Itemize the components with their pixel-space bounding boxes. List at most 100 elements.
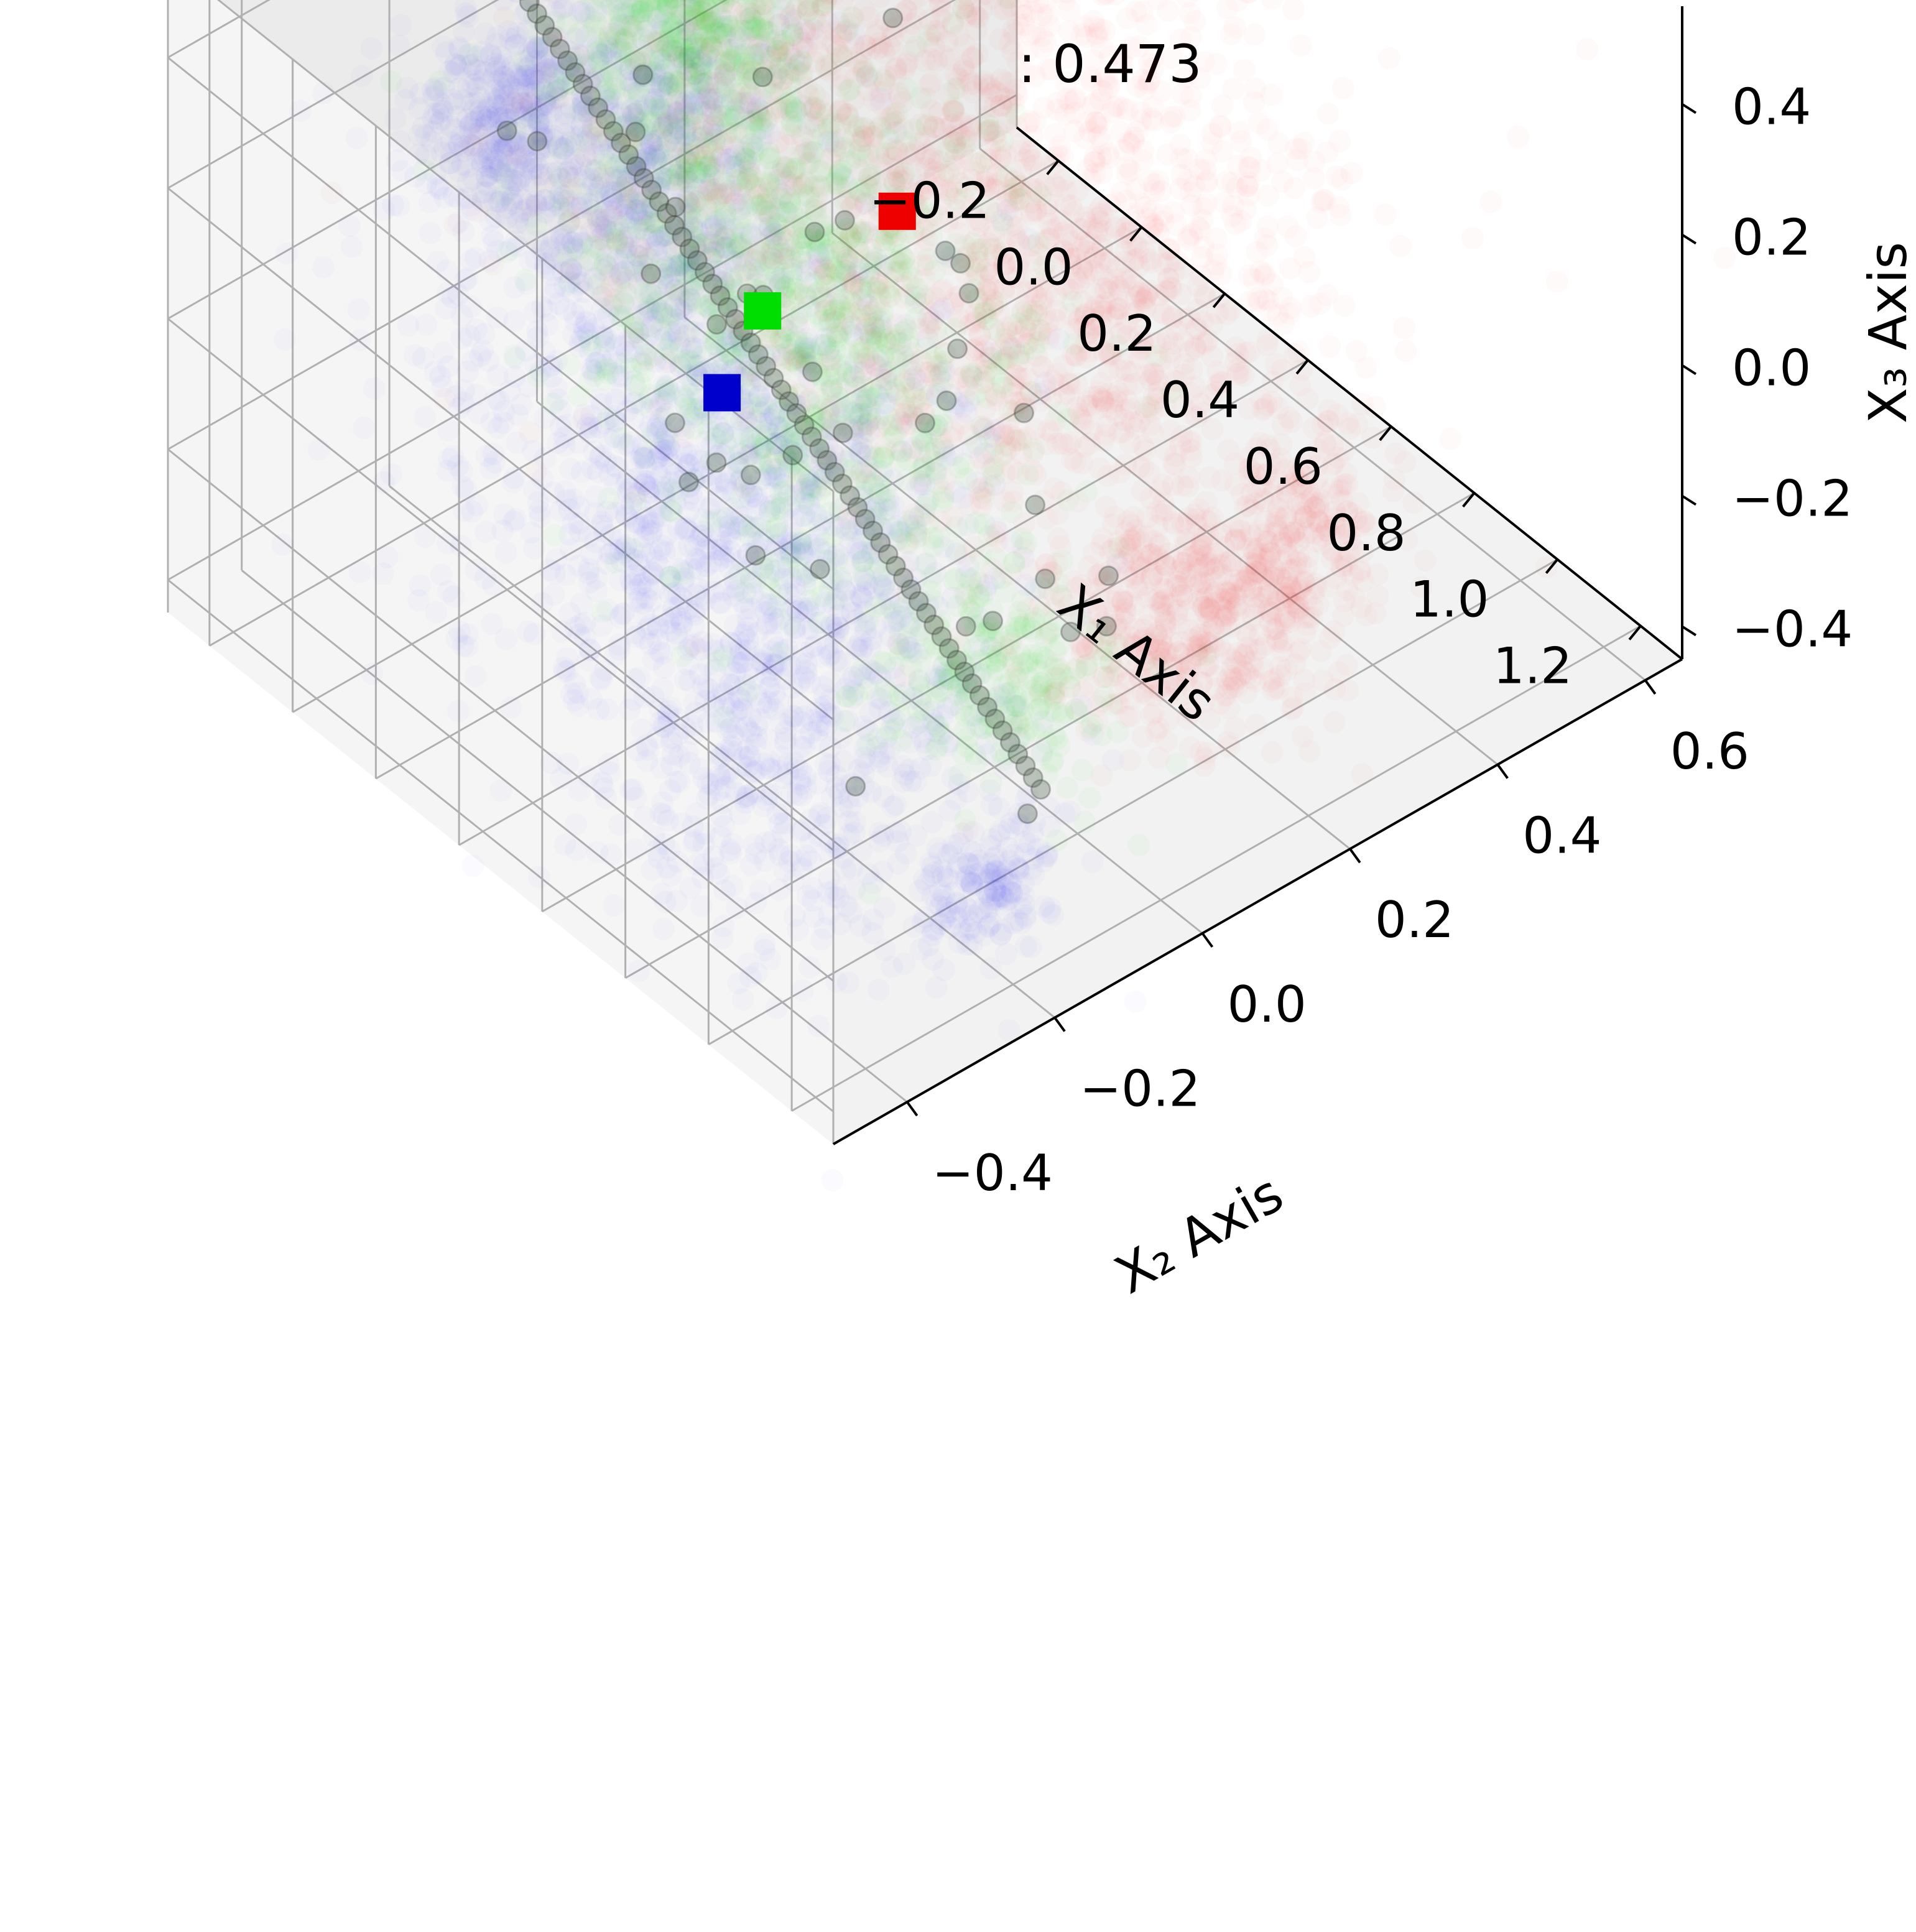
data-point (712, 423, 734, 445)
grid-line-z-wall-y (167, 57, 834, 590)
grid-line-x-floor (209, 160, 1059, 647)
data-point (386, 149, 409, 172)
data-point (921, 811, 943, 833)
data-point (782, 705, 804, 728)
data-point (597, 362, 619, 384)
data-point (924, 688, 946, 710)
data-point (790, 736, 812, 758)
data-point (643, 825, 665, 848)
data-point (413, 159, 435, 181)
data-point (980, 772, 1002, 794)
data-point (384, 108, 407, 130)
data-point (669, 770, 691, 793)
grid-line-x-floor (458, 359, 1308, 846)
data-point (872, 785, 895, 808)
data-point (349, 329, 371, 351)
data-point (690, 895, 713, 918)
data-point (590, 445, 612, 467)
data-point (513, 50, 535, 72)
data-point (753, 849, 775, 872)
data-point (438, 152, 461, 174)
data-point (621, 538, 643, 560)
data-point (827, 616, 849, 639)
data-point (920, 566, 943, 589)
data-point (884, 718, 907, 740)
data-point (565, 839, 588, 861)
data-point (683, 615, 705, 637)
data-point (731, 514, 753, 536)
data-point (578, 329, 601, 351)
data-point (634, 445, 656, 468)
grid-line-z-wall-x (167, 0, 956, 450)
data-point (437, 419, 460, 441)
grid-line-y-floor (389, 485, 1056, 1019)
data-point (981, 888, 1004, 910)
data-point (710, 825, 732, 848)
data-point (613, 602, 635, 624)
data-point (495, 627, 517, 650)
data-point (419, 222, 442, 244)
data-point (603, 894, 625, 917)
data-point (682, 723, 705, 745)
data-point (578, 638, 601, 660)
data-point (361, 662, 383, 685)
data-point (555, 298, 577, 320)
data-point (703, 333, 725, 355)
data-point (452, 392, 474, 414)
grid-line-x-floor (375, 292, 1226, 780)
data-point (710, 805, 733, 827)
data-point (622, 688, 645, 711)
data-point (361, 37, 383, 60)
data-point (1128, 834, 1150, 856)
data-point (955, 895, 977, 918)
data-point (894, 764, 916, 786)
data-point (598, 488, 620, 510)
data-point (534, 257, 556, 279)
data-point (711, 927, 733, 950)
data-point (493, 400, 515, 423)
data-point (807, 1015, 830, 1037)
data-point (466, 494, 488, 516)
data-point (493, 163, 516, 185)
data-point (769, 642, 791, 664)
data-point (1046, 830, 1068, 852)
data-point (349, 561, 371, 583)
data-point (428, 70, 451, 93)
data-point (591, 772, 613, 794)
data-point (570, 592, 593, 614)
data-point (679, 877, 701, 899)
data-point (665, 538, 687, 560)
data-point (626, 739, 649, 762)
data-point (682, 373, 704, 395)
data-point (740, 566, 762, 589)
data-point (414, 406, 436, 428)
data-point (786, 757, 808, 779)
data-point (514, 269, 537, 291)
data-point (388, 130, 410, 152)
data-point (353, 417, 375, 439)
grid-line-x-floor (542, 425, 1392, 913)
data-point (652, 677, 674, 700)
data-point (655, 376, 678, 398)
data-point (889, 684, 911, 706)
data-point (652, 918, 675, 940)
data-point (312, 82, 335, 104)
data-point (705, 857, 727, 879)
data-point (382, 194, 404, 216)
data-point (1124, 991, 1146, 1013)
data-point (798, 956, 821, 979)
data-point (477, 349, 499, 372)
data-point (708, 650, 730, 672)
data-point (889, 820, 912, 843)
data-point (376, 546, 399, 568)
grid-line-z-wall-y (167, 187, 834, 721)
grid-line-z-wall-x (167, 0, 728, 320)
data-point (348, 298, 370, 321)
data-point (591, 514, 613, 537)
grid-line-y-floor (979, 147, 1646, 682)
data-point (271, 534, 294, 556)
data-point (587, 49, 609, 72)
data-point (868, 979, 890, 1001)
data-point (745, 892, 767, 914)
data-point (830, 913, 852, 935)
